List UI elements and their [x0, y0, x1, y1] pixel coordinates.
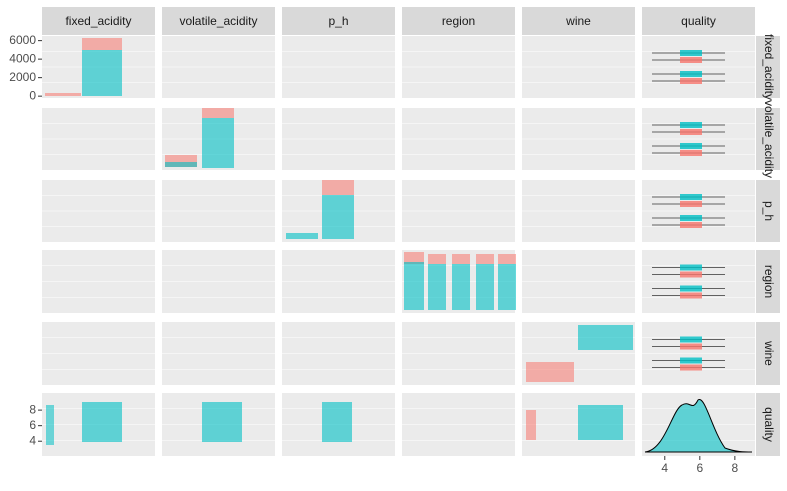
shape	[526, 410, 536, 440]
strip	[282, 7, 395, 35]
strip	[756, 108, 780, 170]
shape	[680, 292, 702, 299]
y-tick-label: 2000	[9, 70, 36, 84]
row-label: fixed_acidity	[762, 34, 776, 100]
strip	[42, 7, 155, 35]
shape	[680, 201, 702, 207]
strip	[756, 180, 780, 242]
strip	[756, 36, 780, 98]
shape	[452, 254, 470, 264]
shape	[680, 271, 702, 278]
y-tick-label: 6000	[9, 33, 36, 47]
density	[644, 399, 753, 453]
shape	[680, 143, 702, 149]
column-label: fixed_acidity	[65, 14, 131, 28]
shape	[322, 195, 354, 239]
shape	[578, 405, 623, 440]
row-label: volatile_acidity	[762, 100, 776, 178]
shape	[680, 264, 702, 271]
y-tick-label: 8	[29, 402, 36, 416]
shape	[680, 285, 702, 292]
shape	[322, 402, 352, 442]
shape	[526, 362, 574, 382]
strip	[756, 250, 780, 313]
strip	[162, 7, 275, 35]
shape	[82, 402, 122, 442]
shape	[428, 254, 446, 264]
column-label: p_h	[328, 14, 348, 28]
strip	[522, 7, 635, 35]
shape	[680, 336, 702, 343]
shape	[680, 150, 702, 156]
shape	[404, 252, 424, 264]
shape	[498, 254, 516, 264]
shape	[578, 325, 633, 350]
strip	[756, 322, 780, 385]
y-tick-label: 0	[29, 88, 36, 102]
row-label: p_h	[762, 201, 776, 221]
shape	[680, 57, 702, 63]
shape	[680, 71, 702, 77]
row-label: region	[762, 265, 776, 298]
strip	[402, 7, 515, 35]
x-tick-label: 4	[661, 461, 668, 475]
shape	[680, 122, 702, 128]
x-tick-label: 8	[732, 461, 739, 475]
shape	[46, 405, 54, 445]
shape	[476, 254, 494, 264]
shape	[680, 343, 702, 350]
shape	[680, 78, 702, 84]
column-label: volatile_acidity	[179, 14, 257, 28]
y-tick-label: 4000	[9, 51, 36, 65]
shape	[476, 264, 494, 310]
shape	[404, 262, 424, 310]
x-tick-label: 6	[696, 461, 703, 475]
row-label: wine	[762, 340, 776, 366]
shape	[428, 264, 446, 310]
shape	[322, 180, 354, 195]
shape	[680, 364, 702, 371]
strip	[642, 7, 755, 35]
y-tick-label: 6	[29, 418, 36, 432]
shape	[286, 233, 318, 239]
shape	[680, 215, 702, 221]
shape	[680, 194, 702, 200]
shape	[82, 38, 122, 50]
shape	[680, 129, 702, 135]
column-label: region	[442, 14, 475, 28]
shape	[82, 50, 122, 96]
shape	[452, 264, 470, 310]
y-tick-label: 4	[29, 433, 36, 447]
row-label: quality	[762, 407, 776, 442]
column-label: wine	[565, 14, 591, 28]
shape	[498, 264, 516, 310]
shape	[45, 93, 81, 96]
strip	[756, 393, 780, 456]
shape	[202, 118, 234, 168]
shape	[680, 222, 702, 228]
shape	[202, 402, 242, 442]
shape	[165, 162, 197, 167]
shape	[680, 357, 702, 364]
column-label: quality	[681, 14, 716, 28]
shape	[680, 50, 702, 56]
shape	[202, 108, 234, 118]
